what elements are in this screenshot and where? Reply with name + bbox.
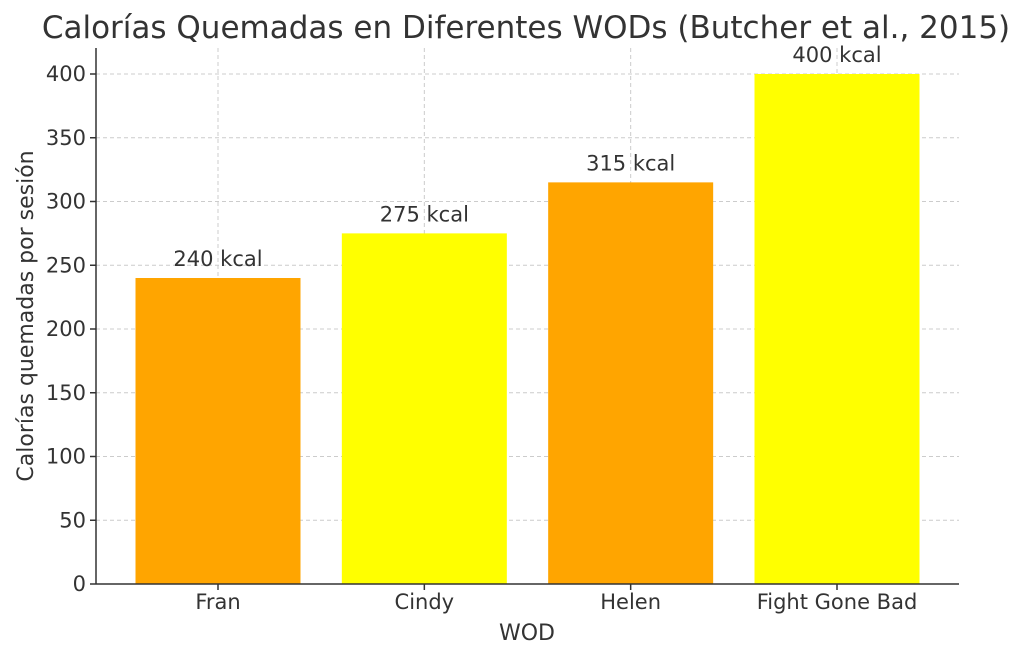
y-axis-label: Calorías quemadas por sesión	[14, 150, 39, 481]
bar-value-label: 240 kcal	[173, 247, 262, 271]
y-tick-label: 350	[46, 126, 86, 150]
y-tick-label: 0	[73, 572, 86, 596]
bar-value-label: 400 kcal	[792, 43, 881, 67]
bar-value-label: 315 kcal	[586, 151, 675, 175]
x-axis-label: WOD	[499, 621, 555, 646]
y-tick-label: 50	[59, 508, 86, 532]
x-tick-label: Cindy	[395, 590, 455, 614]
y-tick-label: 200	[46, 317, 86, 341]
y-tick-label: 250	[46, 253, 86, 277]
bar	[341, 233, 507, 584]
axes-layer	[90, 48, 959, 590]
chart-title: Calorías Quemadas en Diferentes WODs (Bu…	[42, 10, 1010, 46]
x-tick-label: Helen	[600, 590, 661, 614]
y-tick-label: 400	[46, 62, 86, 86]
y-tick-label: 300	[46, 190, 86, 214]
bar	[135, 278, 301, 584]
x-tick-label: Fran	[195, 590, 240, 614]
bar-value-label: 275 kcal	[380, 202, 469, 226]
y-tick-label: 100	[46, 445, 86, 469]
y-tick-label: 150	[46, 381, 86, 405]
bar	[754, 74, 920, 584]
x-tick-label: Fight Gone Bad	[757, 590, 918, 614]
bars-layer	[135, 74, 920, 584]
labels-layer: 0 50 100 150 200 250 300 350 400 240 kcal Fran 275 …	[46, 43, 917, 614]
bar	[548, 182, 714, 584]
